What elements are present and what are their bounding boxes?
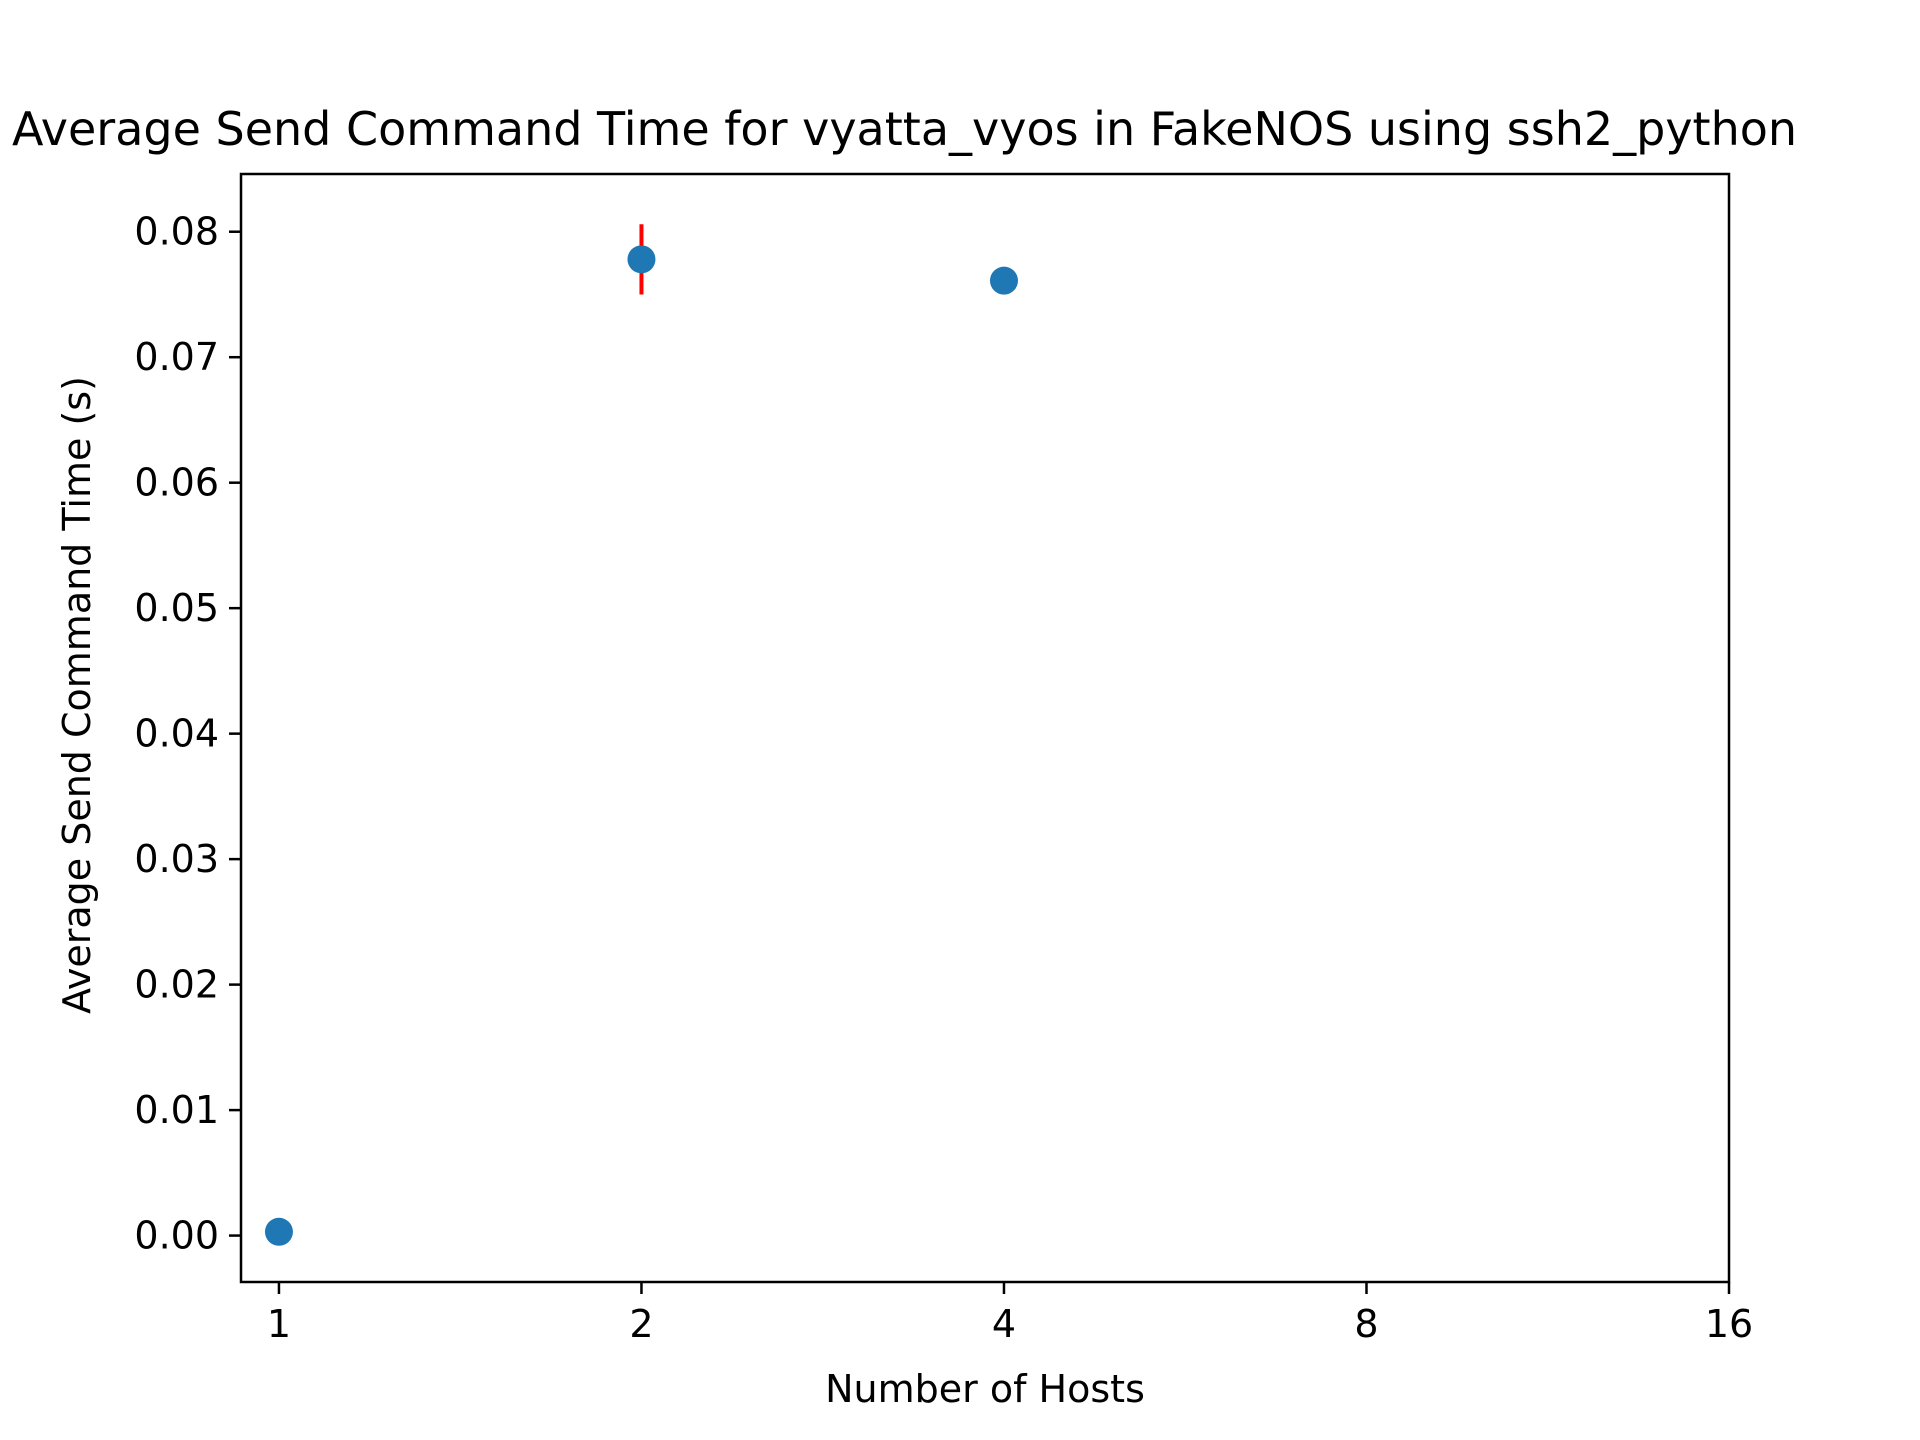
data-point bbox=[264, 1217, 293, 1246]
y-tick-label: 0.03 bbox=[134, 837, 219, 881]
x-tick-label: 16 bbox=[1705, 1302, 1753, 1346]
y-tick-label: 0.08 bbox=[134, 210, 219, 254]
y-tick-label: 0.02 bbox=[134, 963, 219, 1007]
x-tick-label: 8 bbox=[1354, 1302, 1378, 1346]
y-tick-label: 0.00 bbox=[134, 1214, 219, 1258]
x-tick-label: 1 bbox=[267, 1302, 291, 1346]
y-tick-label: 0.04 bbox=[134, 712, 219, 756]
x-axis-label: Number of Hosts bbox=[825, 1367, 1145, 1411]
chart-title: Average Send Command Time for vyatta_vyo… bbox=[12, 102, 1797, 156]
x-tick-label: 2 bbox=[629, 1302, 653, 1346]
y-tick-label: 0.06 bbox=[134, 461, 219, 505]
data-series bbox=[264, 224, 1018, 1246]
y-tick-label: 0.01 bbox=[134, 1088, 219, 1132]
data-point bbox=[627, 245, 656, 274]
y-axis: 0.00 0.01 0.02 0.03 0.04 0.05 0.06 0.07 0.08 bbox=[134, 210, 241, 1258]
y-axis-label: Average Send Command Time (s) bbox=[55, 376, 99, 1014]
y-tick-label: 0.05 bbox=[134, 586, 219, 630]
y-tick-label: 0.07 bbox=[134, 335, 219, 379]
x-axis: 1 2 4 8 16 bbox=[267, 1282, 1753, 1346]
x-tick-label: 4 bbox=[992, 1302, 1016, 1346]
data-point bbox=[989, 266, 1018, 295]
plot-area-frame bbox=[239, 172, 1731, 1284]
